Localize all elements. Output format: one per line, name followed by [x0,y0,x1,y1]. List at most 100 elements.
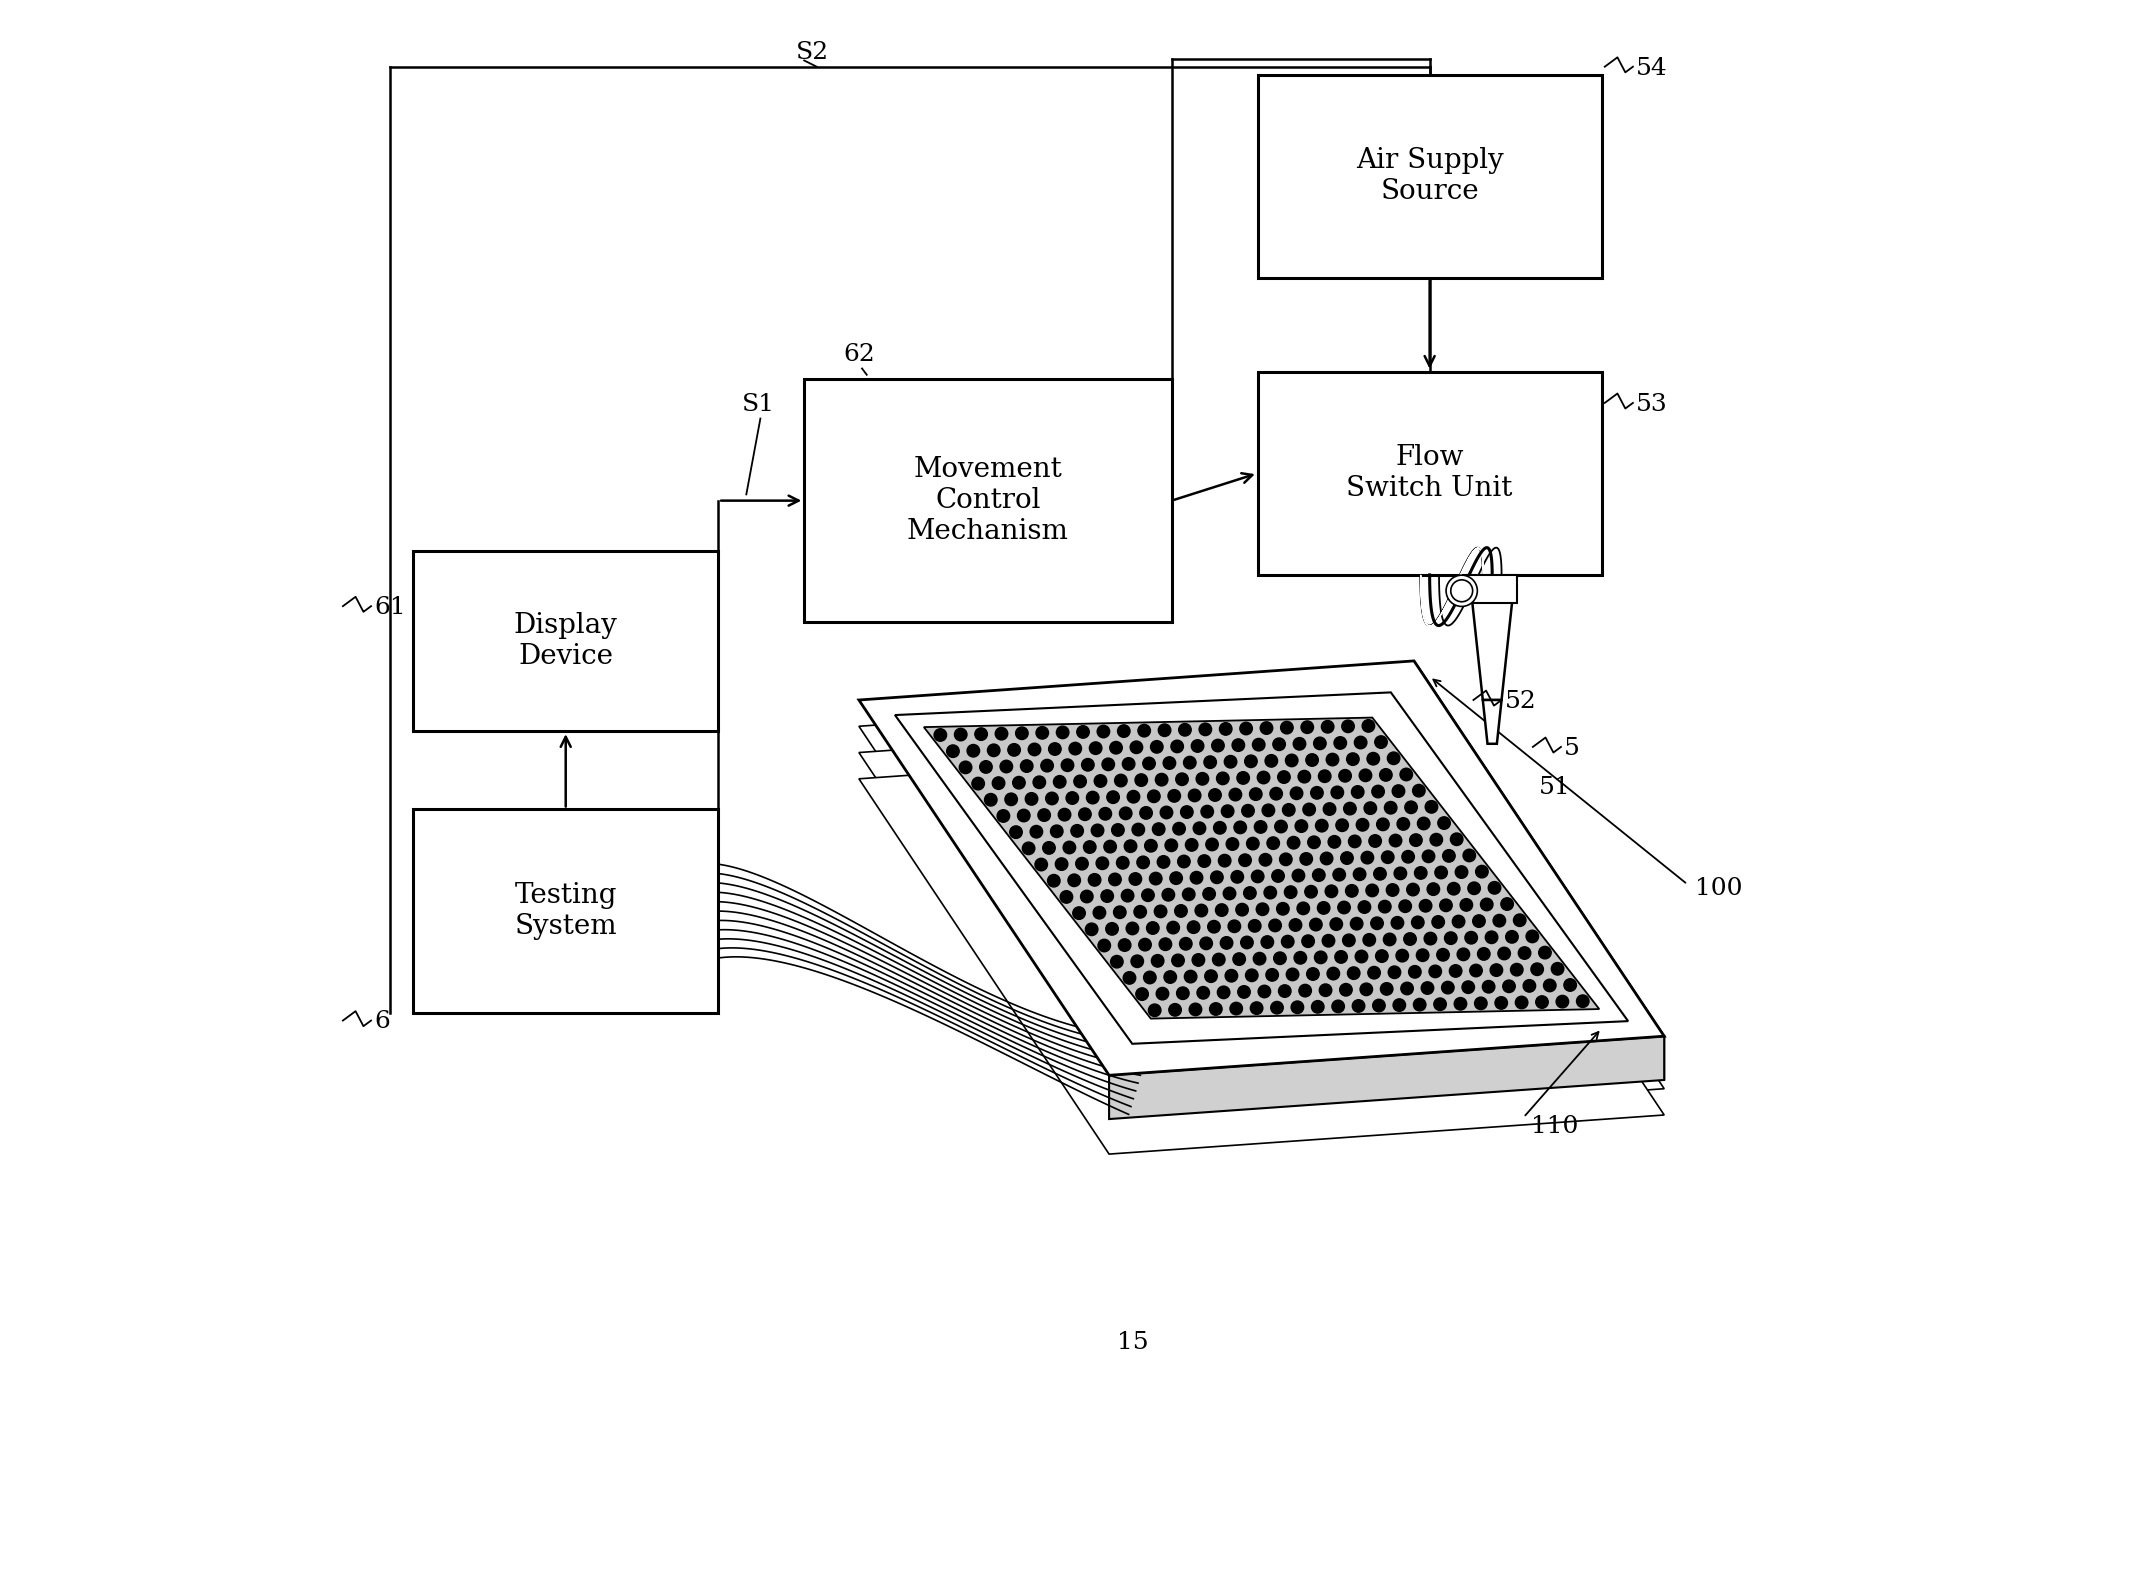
Circle shape [1400,899,1412,912]
Circle shape [1177,855,1190,868]
Text: Testing
System: Testing System [514,882,616,940]
Circle shape [1451,580,1472,602]
Circle shape [1089,742,1102,755]
Circle shape [1438,817,1451,830]
Circle shape [1340,770,1350,781]
Circle shape [1303,803,1316,816]
Circle shape [1025,792,1038,805]
Circle shape [1346,885,1359,898]
Circle shape [1346,753,1359,766]
Circle shape [1427,883,1440,896]
Circle shape [1325,885,1338,898]
Circle shape [1198,855,1211,868]
Circle shape [1111,742,1121,755]
Circle shape [1192,954,1205,967]
Circle shape [1331,1000,1344,1012]
Circle shape [1286,968,1299,981]
Circle shape [1314,951,1327,964]
Circle shape [1273,953,1286,965]
Circle shape [1149,872,1162,885]
Polygon shape [1472,599,1513,700]
Circle shape [1397,817,1410,830]
Circle shape [1130,872,1141,885]
Circle shape [995,728,1008,740]
FancyBboxPatch shape [413,810,719,1012]
Circle shape [1252,871,1265,882]
Circle shape [1201,937,1213,949]
Circle shape [1453,915,1464,927]
Circle shape [967,745,980,758]
Circle shape [1168,1003,1181,1016]
Circle shape [1323,934,1335,946]
Circle shape [1138,938,1151,951]
Circle shape [1455,998,1466,1011]
Circle shape [1423,932,1436,945]
Circle shape [1072,907,1085,920]
Circle shape [1260,935,1273,948]
Circle shape [1143,888,1153,901]
Circle shape [1267,836,1280,849]
Circle shape [1393,998,1406,1011]
Circle shape [1293,737,1305,750]
Circle shape [1049,742,1061,755]
Circle shape [1290,1001,1303,1014]
Circle shape [1245,755,1256,767]
Circle shape [1318,984,1331,997]
Circle shape [1094,775,1106,788]
Circle shape [1243,887,1256,899]
Circle shape [1205,838,1218,850]
Circle shape [1053,775,1066,788]
Circle shape [1179,937,1192,949]
Circle shape [1269,788,1282,800]
Circle shape [1016,726,1027,739]
Circle shape [1183,756,1196,769]
Circle shape [1188,921,1201,934]
Circle shape [1382,934,1395,946]
Circle shape [1477,948,1489,960]
Polygon shape [1468,575,1517,604]
Circle shape [1153,905,1166,918]
Circle shape [1415,866,1427,879]
Circle shape [1076,857,1089,869]
Circle shape [1419,899,1432,912]
Circle shape [1183,970,1196,982]
Circle shape [1216,904,1228,916]
Polygon shape [858,740,1665,1154]
Circle shape [1220,723,1233,736]
Circle shape [1483,981,1496,994]
Circle shape [1124,839,1136,852]
Circle shape [1175,773,1188,786]
Circle shape [1286,755,1299,767]
Circle shape [1213,822,1226,835]
Circle shape [1188,789,1201,802]
Circle shape [1194,904,1207,916]
Circle shape [1417,949,1430,962]
Circle shape [1393,868,1406,880]
Circle shape [1374,868,1387,880]
Circle shape [1338,901,1350,913]
Circle shape [1385,802,1397,814]
Circle shape [1042,841,1055,854]
Circle shape [1224,970,1237,982]
Text: 5: 5 [1564,737,1579,759]
Circle shape [1226,838,1239,850]
Circle shape [1564,979,1577,992]
Circle shape [1149,1005,1160,1017]
Polygon shape [1109,1036,1665,1119]
Text: Display
Device: Display Device [514,612,618,671]
Text: Movement
Control
Mechanism: Movement Control Mechanism [907,456,1068,545]
Circle shape [1361,982,1372,995]
Circle shape [1327,967,1340,979]
Circle shape [1271,1001,1284,1014]
Circle shape [1464,849,1477,861]
Circle shape [1474,997,1487,1009]
Circle shape [1111,824,1124,836]
Polygon shape [858,660,1665,1075]
Circle shape [1134,773,1147,786]
Circle shape [1374,736,1387,748]
Circle shape [1382,850,1393,863]
Circle shape [1250,1001,1263,1014]
Circle shape [1511,964,1524,976]
Circle shape [1271,869,1284,882]
Circle shape [1134,905,1147,918]
